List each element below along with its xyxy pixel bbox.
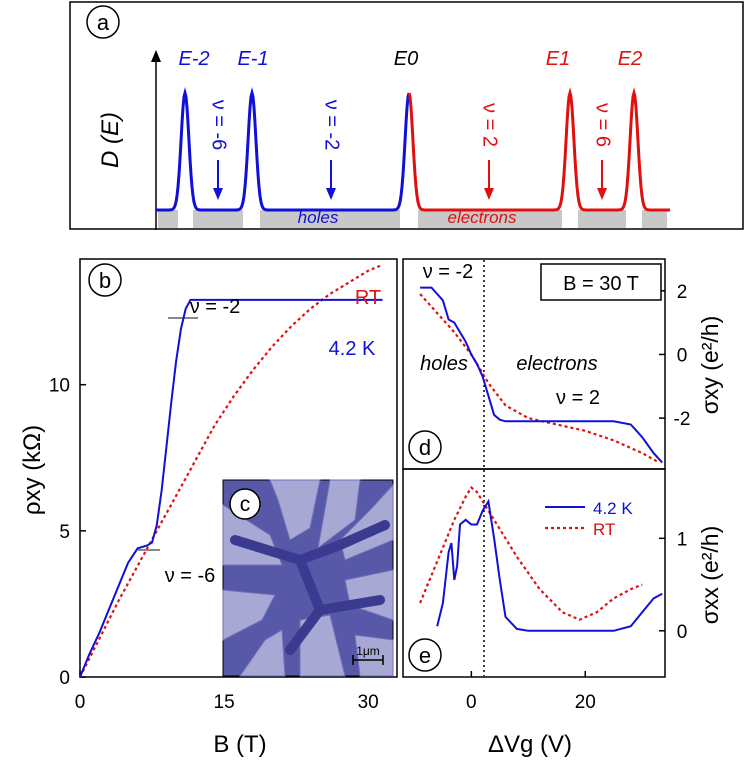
gap-band-2 (260, 210, 400, 228)
contact-top-left (269, 479, 321, 541)
panel-b-frame (79, 258, 398, 678)
d-holes-label: holes (420, 353, 468, 375)
filling-label-m6: ν = -6 (208, 100, 230, 151)
e-ytick-label-0: 1 (677, 529, 688, 550)
panel-a-gaps (158, 210, 667, 228)
panel-b-label: b (99, 268, 111, 293)
e-xtick-label-1: 20 (575, 692, 596, 713)
panel-d-ylabel: σxy (e²/h) (697, 316, 723, 415)
sigma-xx-rt-curve (419, 485, 643, 621)
panel-d-label: d (419, 435, 431, 460)
panel-d-ticks: 2 0 -2 (659, 282, 690, 430)
gap-band-4 (578, 210, 626, 228)
panel-e-ylabel: σxx (e²/h) (697, 526, 723, 625)
b-xtick-label-0: 0 (75, 692, 86, 713)
panel-a-label-circle (86, 5, 120, 39)
graphene-channel (230, 520, 390, 655)
gap-band-3 (418, 210, 562, 228)
d-electrons-label: electrons (516, 353, 597, 375)
arrow-p6-head (597, 188, 607, 200)
micrograph-contacts (222, 479, 394, 677)
d-nu-m2-label: ν = -2 (423, 261, 474, 283)
low-t-curve (79, 298, 383, 678)
field-box (540, 263, 662, 301)
panel-c-label-circle (229, 488, 261, 520)
holes-dos-curve (156, 87, 411, 212)
holes-label: holes (298, 208, 339, 227)
level-label-e2: E2 (618, 48, 642, 70)
contact-left-bottom (222, 589, 276, 641)
sigma-xx-low-t-curve (436, 498, 663, 632)
b-low-t-label: 4.2 K (329, 338, 376, 360)
filling-label-p6: ν = 6 (592, 103, 614, 147)
b-xtick-label-2: 30 (358, 692, 379, 713)
panel-b: 0 15 30 0 5 10 b ν = -2 ν = -6 RT 4.2 K ρxy (… (19, 258, 398, 758)
b-xtick-label-1: 15 (214, 692, 235, 713)
panel-e-xlabel: ΔVg (V) (488, 731, 572, 758)
panel-d: 2 0 -2 B = 30 T ν = -2 ν = 2 holes electro… (402, 258, 723, 470)
gap-band-5 (642, 210, 667, 228)
level-label-e-1: E-1 (237, 48, 268, 70)
arrow-m2-head (326, 188, 336, 200)
e-xtick-label-0: 0 (466, 692, 477, 713)
panel-b-ticks: 0 15 30 0 5 10 (49, 376, 379, 713)
panel-a-label: a (97, 10, 110, 35)
b-ytick-label-1: 5 (59, 522, 70, 543)
panel-e-label: e (419, 643, 431, 668)
panel-a: a D (E) E-2 E-1 E0 E1 E2 ν = -6 ν = -2 ν… (69, 1, 744, 230)
contact-bottom-right (354, 634, 394, 677)
panel-a-frame (69, 1, 744, 230)
arrow-p2-head (484, 188, 494, 200)
panel-e: 1 0 0 20 4.2 K RT e σxx (e²/h) ΔVg (V) (402, 468, 723, 758)
contact-bottom-left (239, 629, 286, 677)
electrons-label: electrons (448, 208, 517, 227)
b-nu-m2-label: ν = -2 (190, 296, 241, 318)
panel-a-axis-arrow (151, 50, 161, 62)
b-rt-label: RT (355, 287, 381, 309)
arrow-m6-head (213, 188, 223, 200)
panel-e-frame (402, 468, 666, 678)
panel-e-ticks: 1 0 0 20 (466, 529, 687, 713)
d-nu-p2-label: ν = 2 (556, 387, 600, 409)
filling-label-p2: ν = 2 (479, 103, 501, 147)
level-label-e0: E0 (394, 48, 418, 70)
scale-bar-label: 1μm (356, 644, 380, 658)
panel-c: c 1μm (222, 479, 394, 677)
gap-band-1 (193, 210, 243, 228)
sigma-xy-low-t-curve (420, 286, 663, 464)
b-nu-m6-label: ν = -6 (165, 565, 216, 587)
filling-label-m2: ν = -2 (321, 100, 343, 151)
d-ytick-label-2: -2 (674, 409, 691, 430)
gap-band-0 (158, 210, 178, 228)
b-ytick-label-0: 0 (59, 668, 70, 689)
panel-a-ylabel: D (E) (97, 112, 124, 168)
contact-top-right (317, 479, 361, 550)
d-ytick-label-1: 0 (677, 345, 688, 366)
legend-rt-label: RT (593, 520, 615, 539)
panel-b-ylabel: ρxy (kΩ) (19, 425, 46, 515)
legend-low-t-label: 4.2 K (593, 499, 633, 518)
panel-e-label-circle (408, 638, 442, 672)
field-label: B = 30 T (563, 273, 639, 295)
panel-d-label-circle (408, 430, 442, 464)
rt-curve (79, 263, 384, 678)
panel-b-label-circle (88, 263, 122, 297)
level-label-e-2: E-2 (178, 48, 209, 70)
b-ytick-label-2: 10 (49, 376, 70, 397)
level-label-e1: E1 (546, 48, 570, 70)
panel-c-label: c (240, 493, 251, 516)
sigma-xy-rt-curve (419, 293, 660, 464)
d-ytick-label-0: 2 (677, 282, 688, 303)
panel-b-xlabel: B (T) (213, 731, 266, 758)
e-ytick-label-1: 0 (677, 622, 688, 643)
electrons-dos-curve (407, 87, 670, 212)
